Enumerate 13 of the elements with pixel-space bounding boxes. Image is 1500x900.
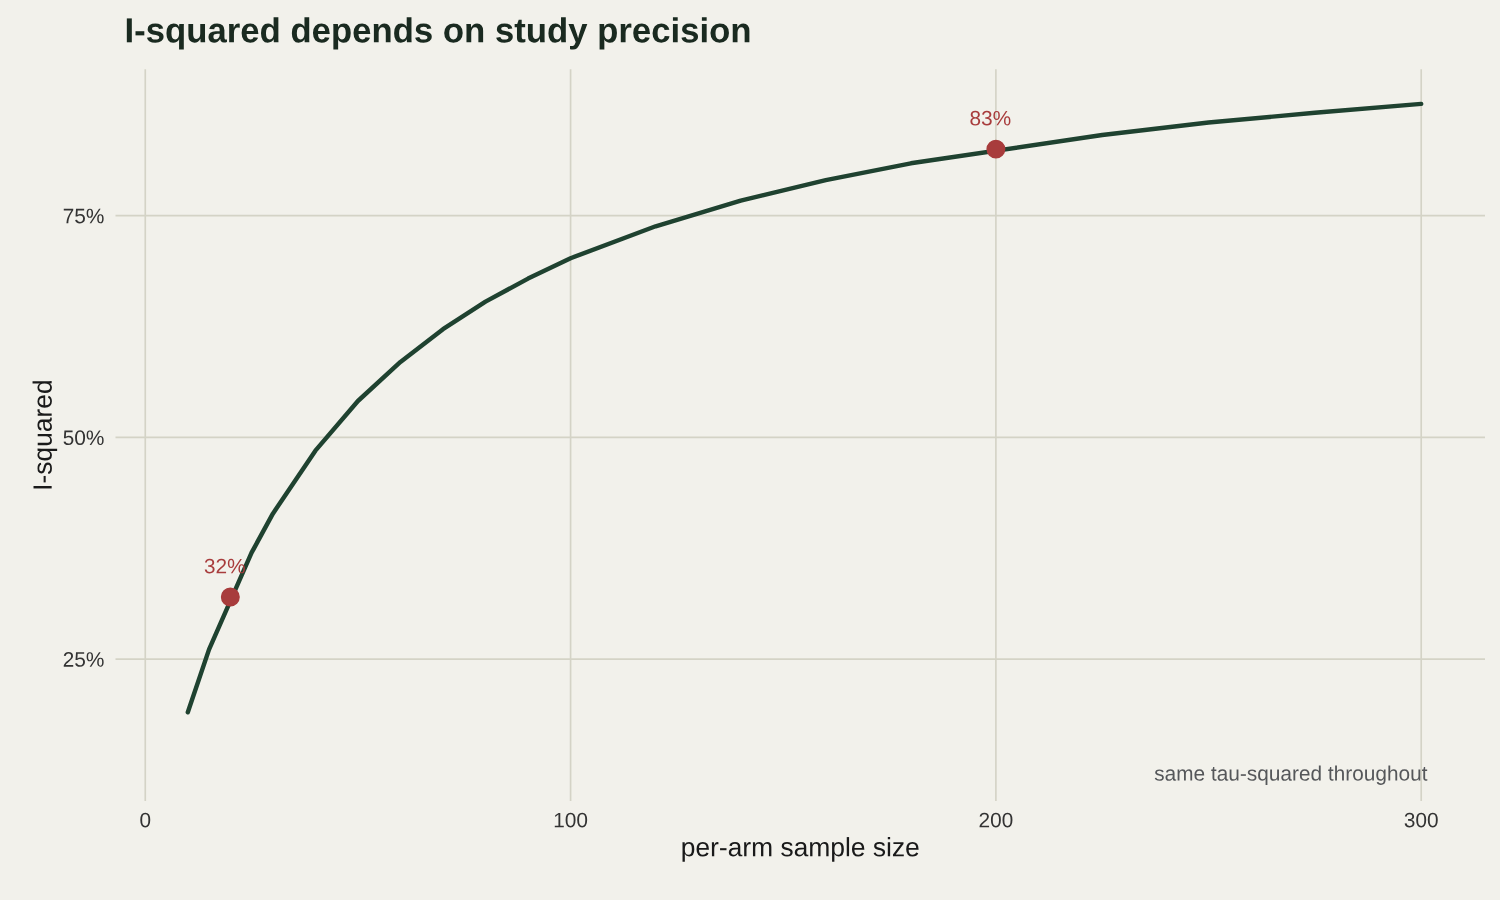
x-tick-label: 100 bbox=[554, 812, 588, 828]
annotation: same tau-squared throughout bbox=[1154, 765, 1428, 785]
data-label: 83% bbox=[970, 110, 1011, 126]
chart-title: I-squared depends on study precision bbox=[126, 17, 750, 50]
x-tick-label: 200 bbox=[979, 812, 1013, 828]
x-tick-label: 0 bbox=[140, 812, 151, 828]
y-axis-title: I-squared bbox=[32, 381, 58, 489]
y-tick-label: 50% bbox=[63, 430, 104, 446]
x-axis-title: per-arm sample size bbox=[682, 837, 919, 862]
y-tick-label: 75% bbox=[63, 208, 104, 224]
x-tick-label: 300 bbox=[1404, 812, 1438, 828]
y-tick-label: 25% bbox=[63, 652, 104, 667]
line-series bbox=[185, 101, 1424, 715]
